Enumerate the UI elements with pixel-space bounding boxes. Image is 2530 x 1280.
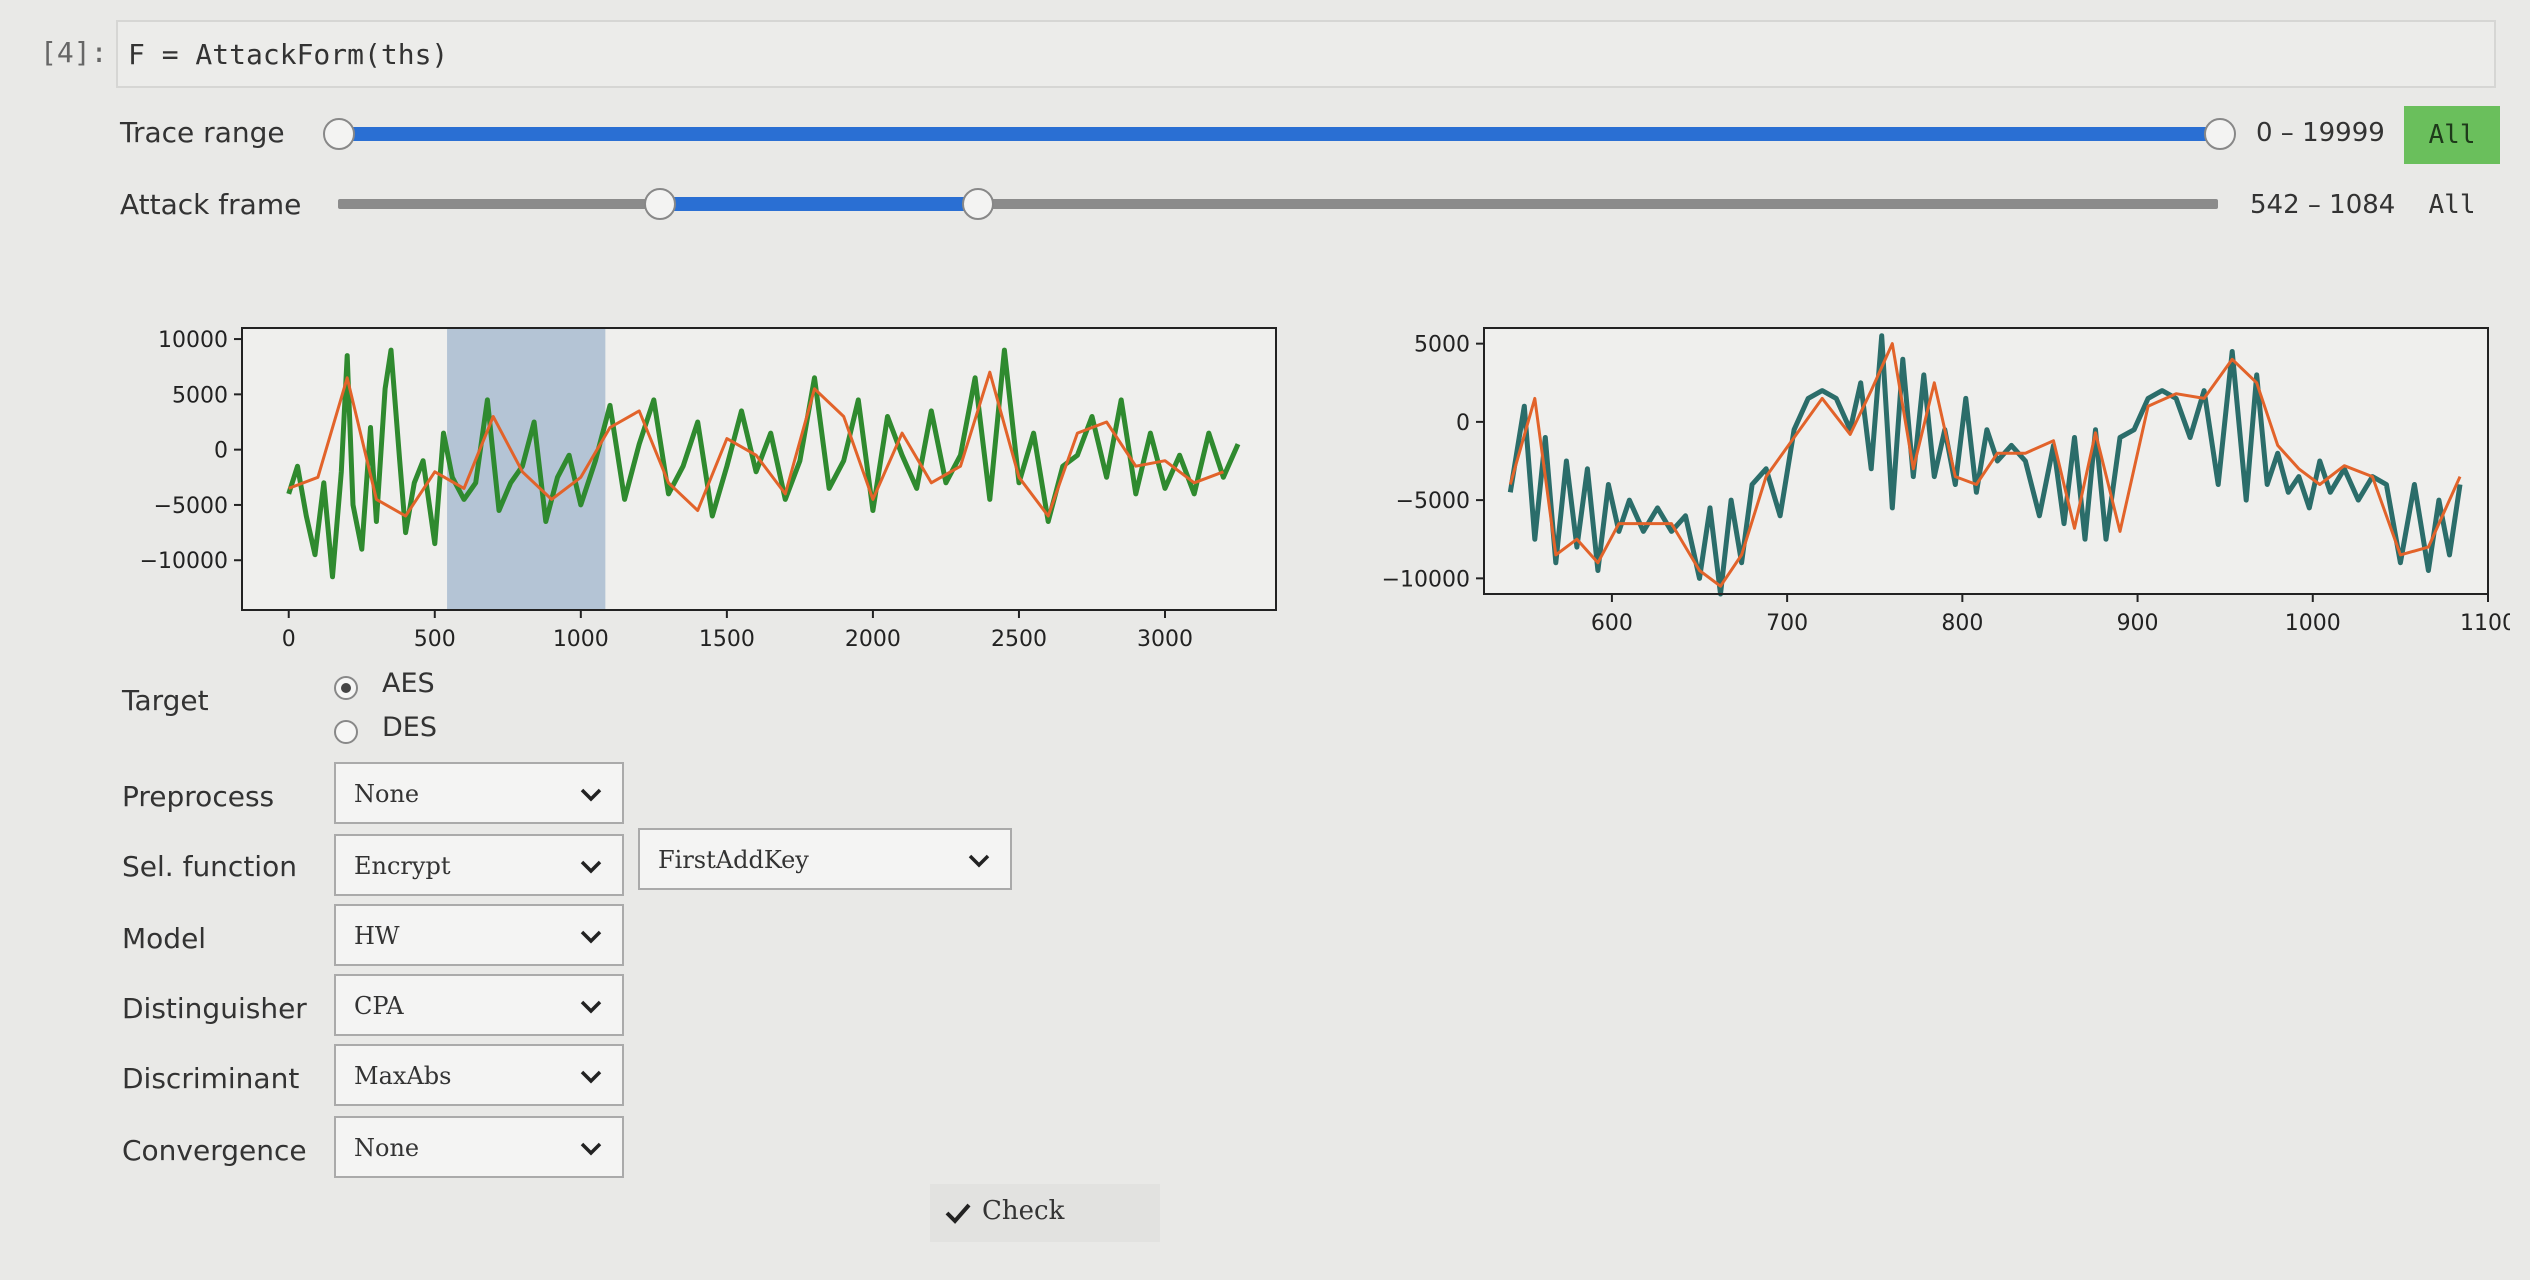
convergence-select[interactable]: None (334, 1116, 624, 1178)
trace-range-value: 0 – 19999 (2256, 118, 2385, 148)
y-tick-label: 0 (214, 439, 228, 464)
x-tick-label: 2500 (991, 627, 1047, 652)
y-tick-label: −10000 (140, 549, 228, 574)
model-value: HW (354, 922, 400, 950)
y-tick-label: 5000 (1414, 333, 1470, 358)
chevron-down-icon (580, 1142, 602, 1156)
model-select[interactable]: HW (334, 904, 624, 966)
x-tick-label: 1000 (2285, 611, 2341, 636)
y-tick-label: −5000 (1396, 489, 1470, 514)
cell-prompt: [4]: (40, 36, 108, 69)
code-text: F = AttackForm(ths) (128, 38, 449, 71)
x-tick-label: 900 (2117, 611, 2159, 636)
chevron-down-icon (580, 788, 602, 802)
attack-frame-high-handle[interactable] (962, 188, 994, 220)
check-label: Check (982, 1196, 1065, 1226)
chevron-down-icon (580, 1070, 602, 1084)
sel-function-select[interactable]: Encrypt (334, 834, 624, 896)
sel-function-label: Sel. function (122, 850, 297, 883)
aes-radio[interactable] (334, 676, 358, 700)
aes-radio-label: AES (382, 668, 435, 699)
chevron-down-icon (580, 1000, 602, 1014)
series-line-1 (288, 370, 1224, 518)
chevron-down-icon (968, 854, 990, 868)
convergence-label: Convergence (122, 1134, 307, 1167)
des-radio-label: DES (382, 712, 437, 743)
des-radio[interactable] (334, 720, 358, 744)
attack-frame-low-handle[interactable] (644, 188, 676, 220)
attack-frame-all-button[interactable]: All (2428, 190, 2476, 220)
attack-frame-chart: 600 700 800 900 1000 1100 5000 0 −5000 −10000 (1382, 327, 2510, 636)
attack-frame-track[interactable] (338, 199, 2218, 209)
x-tick-label: 1500 (699, 627, 755, 652)
preprocess-select[interactable]: None (334, 762, 624, 824)
code-cell[interactable]: F = AttackForm(ths) (116, 20, 2496, 88)
distinguisher-select[interactable]: CPA (334, 974, 624, 1036)
distinguisher-value: CPA (354, 992, 404, 1020)
series-line-1 (1508, 342, 2462, 588)
target-label: Target (122, 684, 209, 717)
discriminant-select[interactable]: MaxAbs (334, 1044, 624, 1106)
sel-function-value: Encrypt (354, 852, 451, 880)
check-icon (945, 1203, 971, 1224)
sel-function-stage-select[interactable]: FirstAddKey (638, 828, 1012, 890)
x-tick-label: 2000 (845, 627, 901, 652)
attack-frame-fill (660, 197, 978, 211)
y-tick-label: −10000 (1382, 567, 1470, 592)
convergence-value: None (354, 1134, 420, 1162)
y-tick-label: 5000 (172, 383, 228, 408)
x-tick-label: 500 (414, 627, 456, 652)
trace-range-label: Trace range (120, 116, 285, 149)
x-tick-label: 0 (282, 627, 296, 652)
y-tick-label: −5000 (154, 494, 228, 519)
x-tick-label: 1000 (553, 627, 609, 652)
y-tick-label: 0 (1456, 411, 1470, 436)
plot-frame (241, 327, 1277, 611)
check-button[interactable]: Check (930, 1184, 1160, 1242)
y-tick-label: 10000 (158, 328, 228, 353)
plot-area (1484, 328, 2488, 594)
chevron-down-icon (580, 930, 602, 944)
trace-overview-chart: 0 500 1000 1500 2000 2500 3000 10000 5000 0 −5000 −… (140, 327, 1277, 652)
x-tick-label: 1100 (2460, 611, 2510, 636)
attack-frame-label: Attack frame (120, 188, 302, 221)
series-line-0 (1507, 333, 2463, 597)
x-tick-label: 600 (1591, 611, 1633, 636)
distinguisher-label: Distinguisher (122, 992, 307, 1025)
x-tick-label: 700 (1766, 611, 1808, 636)
discriminant-label: Discriminant (122, 1062, 300, 1095)
plot-frame (1483, 327, 2489, 595)
sel-function-stage-value: FirstAddKey (658, 846, 809, 874)
x-tick-label: 800 (1941, 611, 1983, 636)
chevron-down-icon (580, 860, 602, 874)
attack-frame-value: 542 – 1084 (2250, 190, 2396, 220)
trace-range-fill (338, 127, 2218, 141)
discriminant-value: MaxAbs (354, 1062, 452, 1090)
model-label: Model (122, 922, 207, 955)
trace-range-low-handle[interactable] (323, 118, 355, 150)
preprocess-label: Preprocess (122, 780, 275, 813)
trace-range-all-button[interactable]: All (2404, 106, 2500, 164)
x-tick-label: 3000 (1137, 627, 1193, 652)
preprocess-value: None (354, 780, 420, 808)
trace-range-high-handle[interactable] (2204, 118, 2236, 150)
